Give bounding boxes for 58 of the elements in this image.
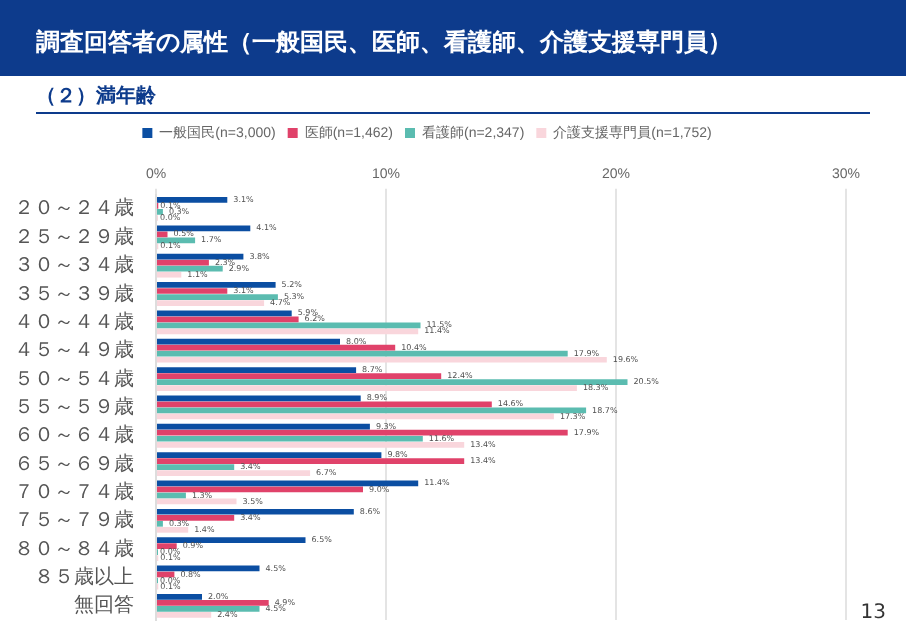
bar <box>157 605 260 612</box>
bar <box>157 310 292 317</box>
bar <box>157 543 177 549</box>
y-tick-label: ７０～７４歳 <box>14 479 134 504</box>
bar <box>157 464 235 470</box>
bar <box>157 367 357 373</box>
bar <box>157 593 202 600</box>
bar <box>157 197 228 203</box>
y-tick-label: ８５歳以上 <box>34 564 134 589</box>
y-tick-label: ２０～２４歳 <box>14 196 134 221</box>
y-tick-label: ７５～７９歳 <box>14 508 134 533</box>
bar <box>157 294 278 300</box>
y-tick-label: ４５～４９歳 <box>14 338 134 363</box>
bar <box>157 344 396 351</box>
bar <box>157 379 628 385</box>
bar <box>157 356 607 363</box>
bar <box>157 288 228 294</box>
bar <box>157 441 465 448</box>
bar <box>157 209 163 215</box>
bar <box>157 338 340 345</box>
bar <box>157 429 568 436</box>
y-tick-label: ３０～３４歳 <box>14 253 134 278</box>
bar <box>157 452 382 458</box>
bar <box>157 282 276 288</box>
bar <box>157 259 209 266</box>
y-tick-label: ６０～６４歳 <box>14 423 134 448</box>
y-tick-label: 無回答 <box>74 593 134 618</box>
bar <box>157 520 163 527</box>
bar <box>157 225 251 232</box>
y-tick-label: ４０～４４歳 <box>14 309 134 334</box>
bar <box>157 435 423 442</box>
bar <box>157 271 182 278</box>
text: 13 <box>860 602 886 624</box>
bar <box>157 231 168 238</box>
bar <box>157 612 212 618</box>
bar <box>157 373 442 379</box>
bar <box>157 350 568 357</box>
bar <box>157 508 354 515</box>
bar <box>157 599 269 606</box>
bar <box>157 265 223 272</box>
bar <box>157 423 370 430</box>
bar <box>157 300 265 306</box>
bar <box>157 526 189 533</box>
y-tick-label: ２５～２９歳 <box>14 224 134 249</box>
chart-title: 調査回答者の属性（一般国民、医師、看護師、介護支援専門員） <box>0 0 906 76</box>
y-tick-label: ５５～５９歳 <box>14 394 134 419</box>
y-tick-label: ３５～３９歳 <box>14 281 134 306</box>
y-tick-label: ６５～６９歳 <box>14 451 134 476</box>
bar <box>157 514 235 521</box>
y-tick-label: ８０～８４歳 <box>14 536 134 561</box>
bar <box>157 470 311 476</box>
bar <box>157 537 306 543</box>
y-tick-label: ５０～５４歳 <box>14 366 134 391</box>
bar <box>157 237 196 244</box>
bar <box>157 385 577 391</box>
bar <box>157 316 299 323</box>
chart-subtitle: （２）満年齢 <box>36 82 870 114</box>
bar <box>157 458 465 464</box>
